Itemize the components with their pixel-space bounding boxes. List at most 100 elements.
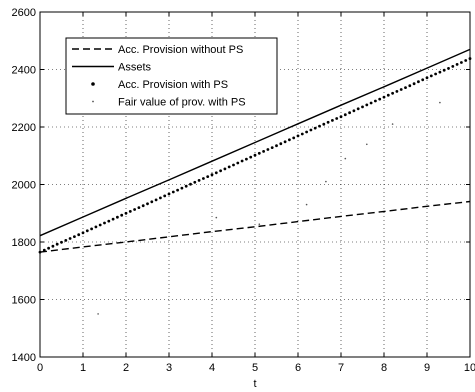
y-tick-label: 1400 xyxy=(12,352,36,364)
data-point xyxy=(399,88,403,91)
data-point xyxy=(275,144,278,148)
data-point xyxy=(344,157,347,160)
x-tick-label: 0 xyxy=(37,362,43,374)
data-point xyxy=(417,80,420,84)
grid-lines xyxy=(40,12,470,357)
data-point xyxy=(73,235,76,239)
data-point xyxy=(154,198,158,202)
data-point xyxy=(116,215,119,219)
data-point xyxy=(133,208,137,211)
y-tick-label: 2000 xyxy=(12,180,36,192)
data-point xyxy=(455,63,459,66)
data-point xyxy=(197,179,201,182)
data-point xyxy=(305,130,308,134)
data-point xyxy=(98,223,102,227)
data-point xyxy=(429,74,433,78)
data-point xyxy=(412,82,416,86)
data-point xyxy=(240,159,244,163)
data-point xyxy=(404,86,407,89)
data-point xyxy=(249,155,253,159)
data-point xyxy=(262,150,265,153)
data-point xyxy=(215,216,218,219)
data-point xyxy=(171,190,175,194)
x-tick-label: 5 xyxy=(252,362,258,374)
data-point xyxy=(146,202,149,206)
data-point xyxy=(150,200,154,204)
data-point xyxy=(163,194,167,198)
data-point xyxy=(425,76,429,80)
data-point xyxy=(447,67,450,70)
data-point xyxy=(210,173,214,177)
axis-ticks: 0 1 2 3 4 5 6 7 8 9 10 1400 1600 1800 2000 2200 2400 2600 xyxy=(12,7,475,374)
data-point xyxy=(283,140,287,144)
data-point xyxy=(361,105,364,109)
x-tick-label: 3 xyxy=(166,362,172,374)
data-point xyxy=(421,78,425,82)
data-point xyxy=(176,188,180,192)
x-tick-label: 9 xyxy=(424,362,430,374)
data-point xyxy=(348,111,351,115)
x-tick-label: 8 xyxy=(381,362,387,374)
data-point xyxy=(223,167,227,171)
data-point xyxy=(253,153,257,157)
x-tick-label: 7 xyxy=(338,362,344,374)
data-point xyxy=(120,213,124,217)
data-point xyxy=(81,231,85,235)
legend-swatch xyxy=(92,100,94,103)
data-point xyxy=(184,184,188,188)
data-point xyxy=(128,210,132,213)
data-point xyxy=(352,109,356,113)
x-tick-label: 10 xyxy=(464,362,475,374)
data-point xyxy=(343,113,347,117)
data-point xyxy=(305,203,308,206)
y-tick-label: 2400 xyxy=(12,65,36,77)
data-point xyxy=(408,84,412,88)
data-point xyxy=(288,138,291,142)
data-point xyxy=(309,128,313,132)
data-point xyxy=(107,219,111,223)
y-tick-label: 2600 xyxy=(12,7,36,19)
data-point xyxy=(167,192,171,196)
data-point xyxy=(206,175,210,179)
data-point xyxy=(300,132,304,136)
data-point xyxy=(365,103,369,107)
data-point xyxy=(335,117,339,120)
x-tick-label: 4 xyxy=(209,362,215,374)
series-acc-provision-without-ps-line xyxy=(39,200,471,253)
x-axis-label: t xyxy=(253,378,256,390)
data-point xyxy=(442,68,446,72)
data-point xyxy=(202,177,205,180)
data-point xyxy=(464,59,468,62)
x-tick-label: 6 xyxy=(295,362,301,374)
data-point xyxy=(219,169,223,173)
data-point xyxy=(42,248,46,252)
data-point xyxy=(439,101,441,104)
data-point xyxy=(124,211,128,215)
data-point xyxy=(68,237,72,240)
legend-box xyxy=(65,37,278,115)
data-point xyxy=(322,122,326,126)
data-point xyxy=(245,157,248,161)
data-point xyxy=(38,250,42,254)
data-point xyxy=(189,182,192,186)
data-point xyxy=(51,244,55,248)
data-point xyxy=(77,233,81,237)
data-point xyxy=(386,93,390,97)
data-point xyxy=(331,119,334,122)
data-point xyxy=(266,148,270,151)
data-point xyxy=(438,70,442,74)
x-tick-label: 1 xyxy=(80,362,86,374)
data-point xyxy=(85,229,89,233)
data-point xyxy=(366,143,368,146)
data-point xyxy=(60,240,63,244)
legend-swatch xyxy=(91,82,95,86)
legend: Acc. Provision without PS Assets Acc. Prov… xyxy=(65,37,278,115)
data-point xyxy=(313,126,317,130)
data-point xyxy=(159,196,162,200)
data-point xyxy=(94,225,98,229)
data-point xyxy=(227,165,231,169)
data-point xyxy=(356,107,360,111)
data-point xyxy=(391,123,394,125)
data-point xyxy=(257,151,261,155)
